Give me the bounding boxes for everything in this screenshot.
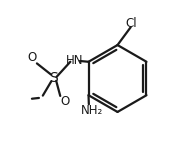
- Text: Cl: Cl: [126, 17, 137, 30]
- Text: HN: HN: [66, 54, 83, 68]
- Text: NH₂: NH₂: [80, 103, 103, 116]
- Text: O: O: [60, 95, 69, 108]
- Text: S: S: [49, 71, 58, 85]
- Text: O: O: [28, 51, 37, 64]
